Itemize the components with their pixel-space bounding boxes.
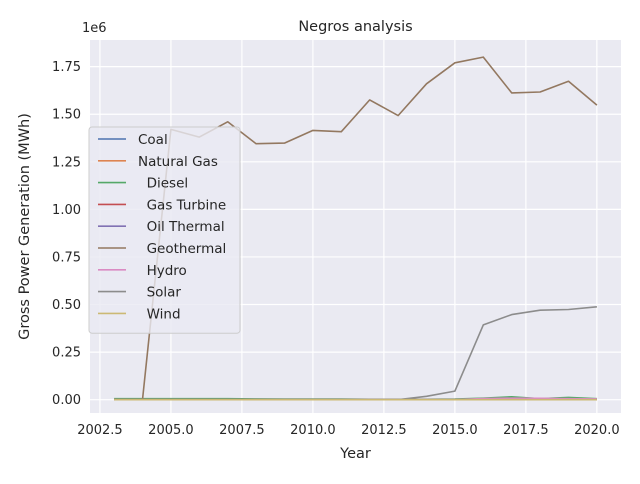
legend-label: Gas Turbine — [138, 197, 226, 213]
x-tick-label: 2017.5 — [503, 423, 549, 438]
x-tick-label: 2007.5 — [219, 423, 265, 438]
y-tick-label: 1.50 — [52, 108, 81, 123]
y-tick-label: 0.00 — [52, 393, 81, 408]
y-tick-label: 1.00 — [52, 203, 81, 218]
y-tick-label: 0.50 — [52, 298, 81, 313]
y-tick-label: 0.75 — [52, 250, 81, 265]
chart-title: Negros analysis — [298, 19, 412, 35]
y-tick-label: 1.75 — [52, 60, 81, 75]
x-tick-label: 2010.0 — [290, 423, 336, 438]
x-tick-label: 2002.5 — [77, 423, 123, 438]
legend-label: Oil Thermal — [138, 219, 225, 235]
legend-label: Diesel — [138, 176, 188, 192]
legend-label: Coal — [138, 132, 168, 148]
x-tick-label: 2015.0 — [432, 423, 478, 438]
x-axis-ticks: 2002.5 2005.0 2007.5 2010.0 2012.5 2015.0 2017… — [77, 423, 619, 438]
legend-label: Wind — [138, 306, 181, 322]
x-tick-label: 2005.0 — [148, 423, 194, 438]
y-axis-label: Gross Power Generation (MWh) — [17, 113, 33, 340]
legend-frame — [88, 126, 241, 334]
x-tick-label: 2012.5 — [361, 423, 407, 438]
legend: Coal Natural Gas Diesel Gas Turbine Oil T… — [88, 126, 241, 334]
legend-label: Geothermal — [138, 241, 226, 257]
y-tick-label: 1.25 — [52, 155, 81, 170]
y-axis-offset-text: 1e6 — [82, 21, 107, 36]
y-tick-label: 0.25 — [52, 346, 81, 361]
legend-label: Solar — [138, 285, 181, 301]
x-tick-label: 2020.0 — [574, 423, 620, 438]
x-axis-label: Year — [339, 446, 371, 462]
legend-label: Hydro — [138, 263, 187, 279]
legend-label: Natural Gas — [138, 154, 218, 170]
y-axis-ticks: 0.00 0.25 0.50 0.75 1.00 1.25 1.50 1.75 — [52, 60, 81, 408]
